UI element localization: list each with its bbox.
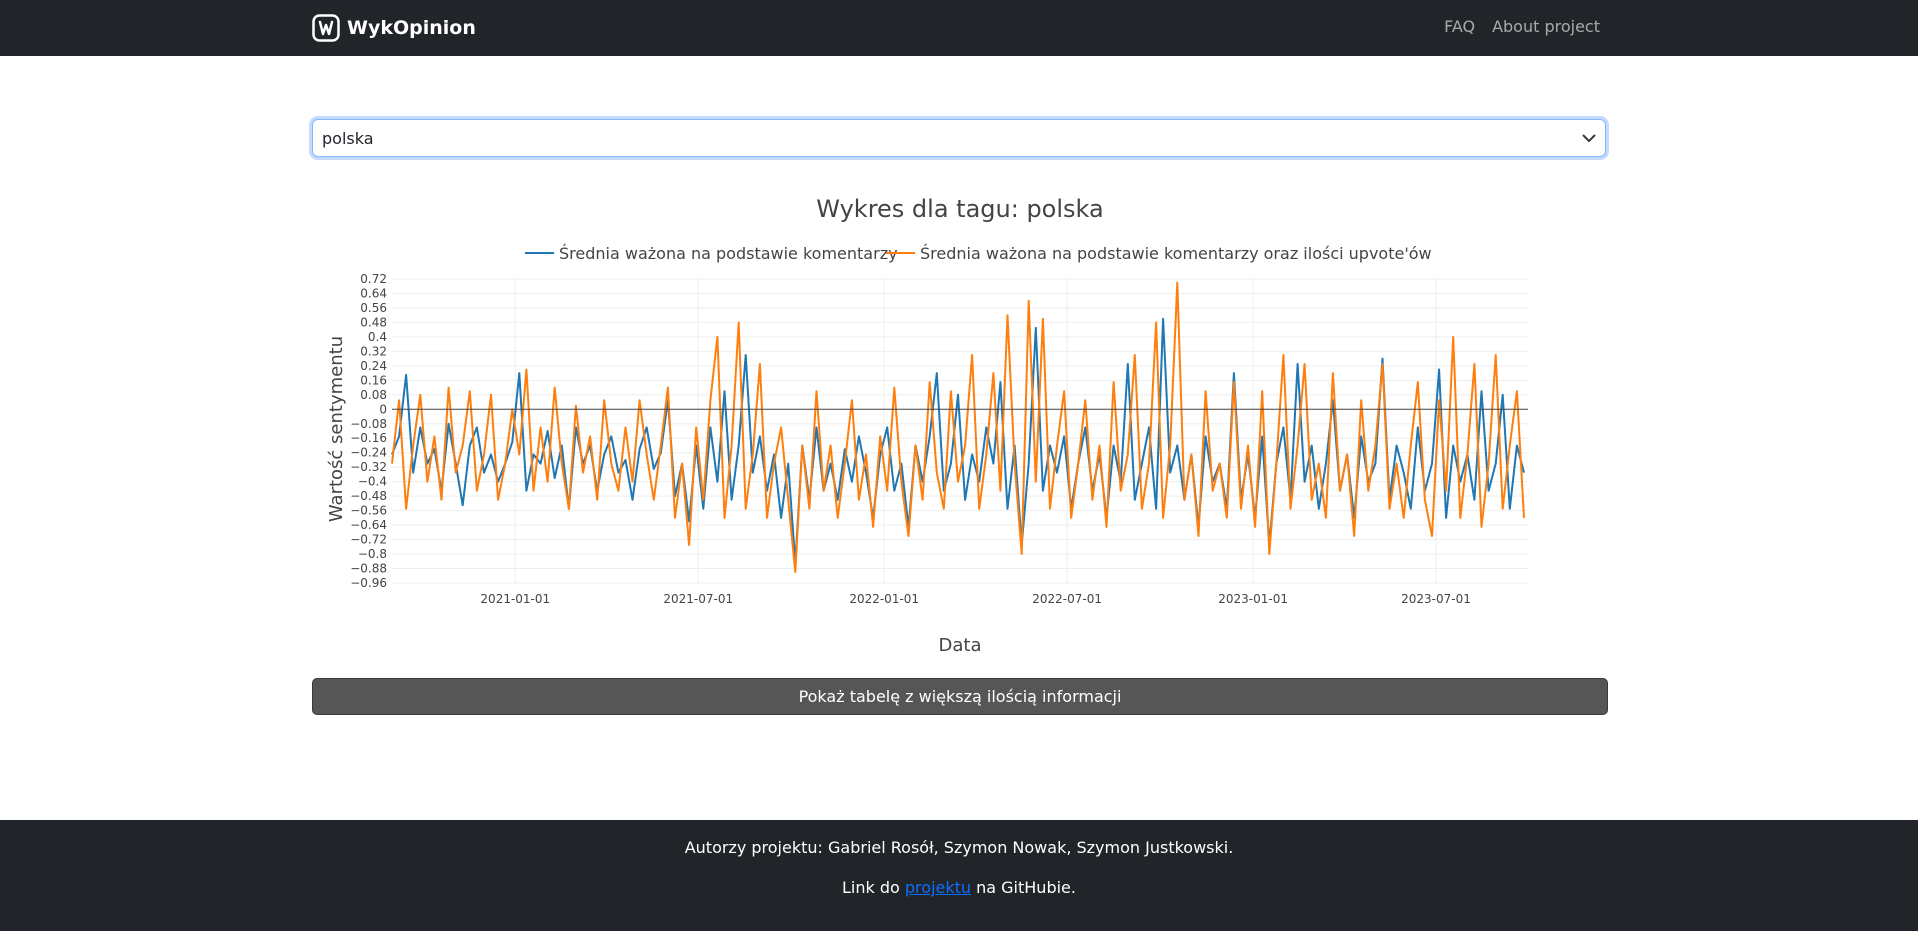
nav-links: FAQ About project	[1444, 17, 1600, 36]
y-tick-label: 0.4	[368, 330, 387, 344]
y-tick-label: 0.32	[360, 344, 387, 358]
y-tick-label: −0.8	[358, 547, 387, 561]
series-line-2	[391, 281, 1525, 574]
y-tick-labels: 0.720.640.560.480.40.320.240.160.080−0.0…	[350, 272, 387, 590]
y-tick-label: −0.16	[350, 431, 387, 445]
series-lines	[391, 281, 1525, 574]
chart-legend: Średnia ważona na podstawie komentarzy Ś…	[525, 244, 1432, 263]
y-tick-label: −0.88	[350, 562, 387, 576]
wykop-logo-icon	[312, 14, 340, 42]
y-tick-label: −0.96	[350, 576, 387, 590]
y-tick-label: 0.56	[360, 301, 387, 315]
legend-label-series-2: Średnia ważona na podstawie komentarzy o…	[920, 244, 1432, 263]
navbar: WykOpinion FAQ About project	[0, 0, 1918, 56]
chart-title: Wykres dla tagu: polska	[816, 195, 1103, 223]
y-tick-label: 0.08	[360, 388, 387, 402]
footer-authors: Autorzy projektu: Gabriel Rosół, Szymon …	[684, 838, 1234, 857]
y-tick-label: −0.32	[350, 460, 387, 474]
y-tick-label: −0.08	[350, 417, 387, 431]
footer-link-prefix: Link do	[842, 878, 900, 897]
tag-select[interactable]: polska	[312, 119, 1606, 157]
brand-name: WykOpinion	[347, 17, 476, 39]
y-axis-label: Wartość sentymentu	[326, 336, 347, 522]
y-tick-label: −0.48	[350, 489, 387, 503]
x-tick-label: 2023-01-01	[1218, 592, 1288, 606]
x-tick-label: 2023-07-01	[1401, 592, 1471, 606]
y-tick-label: −0.64	[350, 518, 387, 532]
y-tick-label: 0.48	[360, 315, 387, 329]
nav-link-faq[interactable]: FAQ	[1444, 17, 1476, 36]
y-tick-label: −0.24	[350, 446, 387, 460]
x-tick-label: 2022-07-01	[1032, 592, 1102, 606]
brand-link[interactable]: WykOpinion	[312, 13, 476, 43]
x-tick-label: 2021-07-01	[663, 592, 733, 606]
y-tick-label: 0.72	[360, 272, 387, 286]
y-tick-label: 0.24	[360, 359, 387, 373]
y-tick-label: 0.16	[360, 373, 387, 387]
x-axis-label: Data	[939, 635, 982, 656]
footer-github-line: Link do projektu na GitHubie.	[0, 878, 1918, 897]
chevron-down-icon	[1582, 134, 1596, 142]
x-tick-label: 2022-01-01	[849, 592, 919, 606]
show-table-button[interactable]: Pokaż tabelę z większą ilością informacj…	[312, 678, 1608, 715]
y-tick-label: −0.4	[358, 475, 387, 489]
y-tick-label: −0.56	[350, 504, 387, 518]
tag-select-value: polska	[322, 129, 374, 148]
nav-link-about-project[interactable]: About project	[1492, 17, 1600, 36]
y-tick-label: −0.72	[350, 533, 387, 547]
footer: Autorzy projektu: Gabriel Rosół, Szymon …	[0, 820, 1918, 931]
footer-link-suffix: na GitHubie.	[976, 878, 1076, 897]
y-tick-label: 0	[379, 402, 387, 416]
github-project-link[interactable]: projektu	[904, 878, 972, 897]
sentiment-chart: Wykres dla tagu: polska Średnia ważona n…	[326, 195, 1528, 656]
x-tick-labels: 2021-01-01 2021-07-01 2022-01-01 2022-07-01…	[480, 592, 1470, 606]
legend-label-series-1: Średnia ważona na podstawie komentarzy	[559, 244, 898, 263]
x-tick-label: 2021-01-01	[480, 592, 550, 606]
y-tick-label: 0.64	[360, 286, 387, 300]
